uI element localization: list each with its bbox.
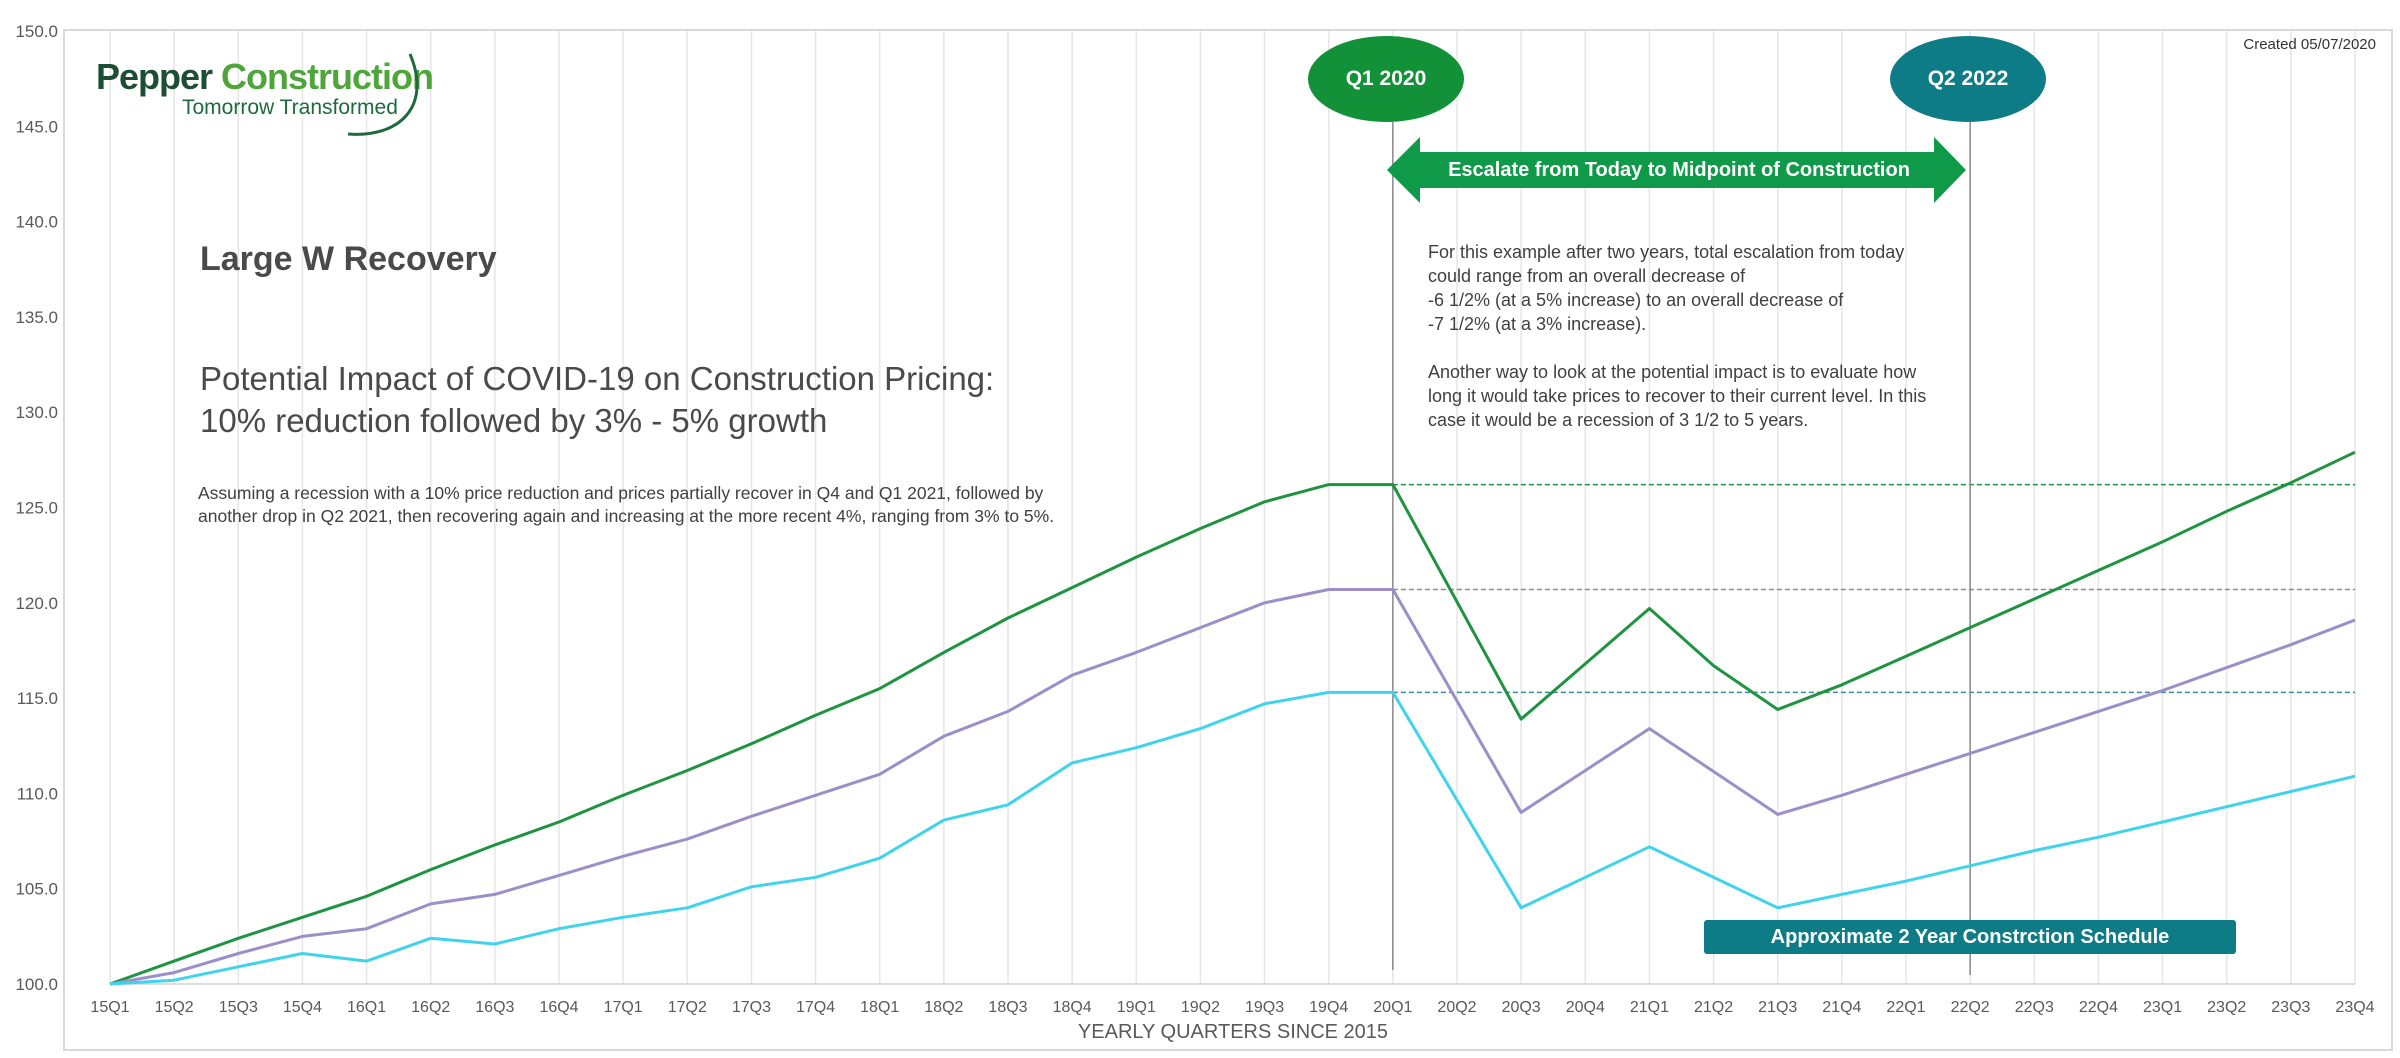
x-tick-label: 20Q4 xyxy=(1566,999,1605,1016)
milestone-lines xyxy=(1392,122,1971,975)
marker-start: Q1 2020 xyxy=(1308,36,1464,122)
x-tick-labels: 15Q1 15Q2 15Q3 15Q4 16Q1 16Q2 16Q3 16Q4 17Q1 17Q2… xyxy=(90,999,2374,1016)
subheading-line-2: 10% reduction followed by 3% - 5% growth xyxy=(200,402,828,439)
subheading-line-1: Potential Impact of COVID-19 on Construc… xyxy=(200,360,995,397)
x-tick-label: 18Q3 xyxy=(988,999,1027,1016)
created-date: Created 05/07/2020 xyxy=(2243,36,2376,53)
y-tick-label: 140.0 xyxy=(15,213,58,232)
x-tick-label: 17Q2 xyxy=(668,999,707,1016)
chart-heading: Large W Recovery xyxy=(200,240,497,278)
x-tick-label: 18Q4 xyxy=(1053,999,1092,1016)
x-tick-label: 21Q4 xyxy=(1822,999,1861,1016)
y-tick-label: 110.0 xyxy=(17,784,58,803)
x-tick-label: 17Q3 xyxy=(732,999,771,1016)
chart-subheading: Potential Impact of COVID-19 on Construc… xyxy=(200,358,1100,442)
x-tick-label: 21Q1 xyxy=(1630,999,1669,1016)
escalate-arrow xyxy=(1387,137,1966,203)
logo-text-1: Pepper xyxy=(96,56,222,97)
marker-end: Q2 2022 xyxy=(1890,36,2046,122)
y-tick-label: 100.0 xyxy=(15,975,58,994)
y-tick-labels: 100.0 105.0 110.0 115.0 120.0 125.0 130.0 135.0… xyxy=(15,22,58,994)
x-tick-label: 17Q1 xyxy=(604,999,643,1016)
reference-lines xyxy=(1392,483,2355,694)
grid xyxy=(109,31,2356,985)
x-tick-label: 16Q2 xyxy=(411,999,450,1016)
x-tick-label: 20Q1 xyxy=(1373,999,1412,1016)
series-line-0 xyxy=(109,450,2356,986)
logo-tagline: Tomorrow Transformed xyxy=(182,96,398,119)
y-tick-label: 115.0 xyxy=(17,689,58,708)
x-tick-label: 15Q3 xyxy=(219,999,258,1016)
x-tick-label: 22Q4 xyxy=(2079,999,2118,1016)
x-tick-label: 19Q4 xyxy=(1309,999,1348,1016)
y-tick-label: 135.0 xyxy=(15,308,58,327)
x-tick-label: 16Q3 xyxy=(475,999,514,1016)
x-tick-label: 20Q3 xyxy=(1502,999,1541,1016)
x-axis-label: YEARLY QUARTERS SINCE 2015 xyxy=(1078,1021,1388,1043)
y-tick-label: 150.0 xyxy=(15,22,58,41)
x-tick-label: 20Q2 xyxy=(1437,999,1476,1016)
x-tick-label: 15Q1 xyxy=(90,999,129,1016)
x-tick-label: 15Q4 xyxy=(283,999,322,1016)
x-tick-label: 22Q2 xyxy=(1951,999,1990,1016)
y-tick-label: 105.0 xyxy=(15,880,58,899)
y-tick-label: 130.0 xyxy=(15,403,58,422)
x-tick-label: 23Q4 xyxy=(2335,999,2374,1016)
example-note: For this example after two years, total … xyxy=(1428,242,1927,430)
y-tick-label: 120.0 xyxy=(15,594,58,613)
scenario-description: Assuming a recession with a 10% price re… xyxy=(198,483,1055,526)
x-tick-label: 21Q3 xyxy=(1758,999,1797,1016)
logo-swoosh xyxy=(347,53,419,136)
x-tick-label: 22Q1 xyxy=(1886,999,1925,1016)
y-tick-label: 145.0 xyxy=(15,117,58,136)
x-tick-label: 18Q1 xyxy=(860,999,899,1016)
y-tick-label: 125.0 xyxy=(15,499,58,518)
plot-border xyxy=(63,29,2393,1051)
x-tick-label: 21Q2 xyxy=(1694,999,1733,1016)
x-tick-label: 17Q4 xyxy=(796,999,835,1016)
company-logo: Pepper Construction xyxy=(96,56,434,98)
series-line-1 xyxy=(109,588,2356,986)
x-tick-label: 15Q2 xyxy=(155,999,194,1016)
x-tick-label: 23Q2 xyxy=(2207,999,2246,1016)
logo-text-2: Construction xyxy=(221,56,434,97)
schedule-banner: Approximate 2 Year Constrction Schedule xyxy=(1704,920,2236,954)
x-tick-label: 19Q3 xyxy=(1245,999,1284,1016)
x-tick-label: 18Q2 xyxy=(924,999,963,1016)
x-tick-label: 19Q2 xyxy=(1181,999,1220,1016)
x-tick-label: 23Q1 xyxy=(2143,999,2182,1016)
x-tick-label: 19Q1 xyxy=(1117,999,1156,1016)
series-group xyxy=(109,450,2356,986)
x-tick-label: 22Q3 xyxy=(2015,999,2054,1016)
x-tick-label: 16Q1 xyxy=(347,999,386,1016)
escalate-label: Escalate from Today to Midpoint of Const… xyxy=(1448,158,1910,181)
series-line-2 xyxy=(109,690,2356,986)
x-tick-label: 16Q4 xyxy=(539,999,578,1016)
x-tick-label: 23Q3 xyxy=(2271,999,2310,1016)
